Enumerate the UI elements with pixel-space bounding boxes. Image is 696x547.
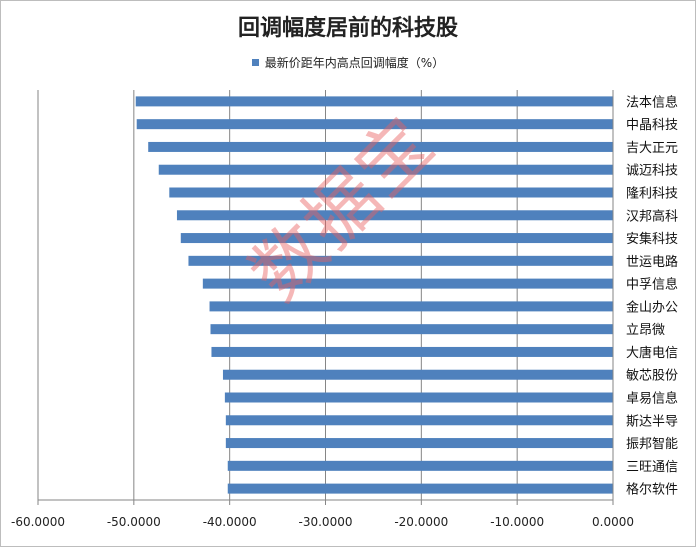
bar: [209, 301, 613, 312]
category-label: 世运电路: [626, 254, 678, 270]
x-tick-label: -10.0000: [490, 515, 544, 529]
legend-label: 最新价距年内高点回调幅度（%）: [264, 56, 445, 70]
category-label: 大唐电信: [626, 345, 678, 361]
bar: [180, 233, 613, 244]
category-label: 格尔软件: [626, 482, 678, 498]
x-tick-label: -20.0000: [394, 515, 448, 529]
bar: [136, 119, 614, 130]
category-label: 振邦智能: [626, 437, 678, 452]
bar: [176, 210, 614, 221]
chart-title: 回调幅度居前的科技股: [237, 16, 458, 41]
bar: [158, 164, 613, 175]
bar: [225, 438, 614, 449]
category-label: 法本信息: [626, 94, 678, 110]
category-label: 吉大正元: [626, 141, 678, 156]
x-tick-label: -30.0000: [299, 515, 353, 529]
bar: [188, 255, 614, 266]
category-label: 中晶科技: [626, 118, 678, 133]
bar: [135, 96, 613, 107]
category-label: 卓易信息: [626, 391, 678, 407]
bar: [169, 187, 613, 198]
category-label: 隆利科技: [626, 187, 678, 202]
bar: [227, 460, 613, 471]
bar: [224, 392, 613, 403]
x-tick-label: -60.0000: [11, 515, 65, 529]
bar: [202, 278, 614, 289]
category-label: 三旺通信: [626, 460, 678, 475]
category-label: 斯达半导: [626, 414, 678, 429]
category-label: 诚迈科技: [626, 164, 678, 179]
category-label: 金山办公: [626, 299, 678, 315]
bar: [148, 141, 614, 152]
legend-swatch: [251, 59, 259, 66]
category-label: 安集科技: [626, 231, 678, 247]
legend: 最新价距年内高点回调幅度（%）: [0, 54, 696, 71]
bar: [222, 369, 614, 380]
category-label: 立昂微: [626, 323, 665, 338]
x-tick-label: -50.0000: [107, 515, 161, 529]
bar: [225, 415, 614, 426]
category-label: 中孚信息: [626, 277, 678, 293]
x-tick-label: -40.0000: [203, 515, 257, 529]
bar: [227, 483, 613, 494]
category-label: 敏芯股份: [626, 369, 678, 384]
bar: [211, 346, 614, 357]
bar: [210, 324, 613, 335]
category-label: 汉邦高科: [626, 208, 678, 224]
x-tick-label: 0.0000: [592, 515, 634, 529]
